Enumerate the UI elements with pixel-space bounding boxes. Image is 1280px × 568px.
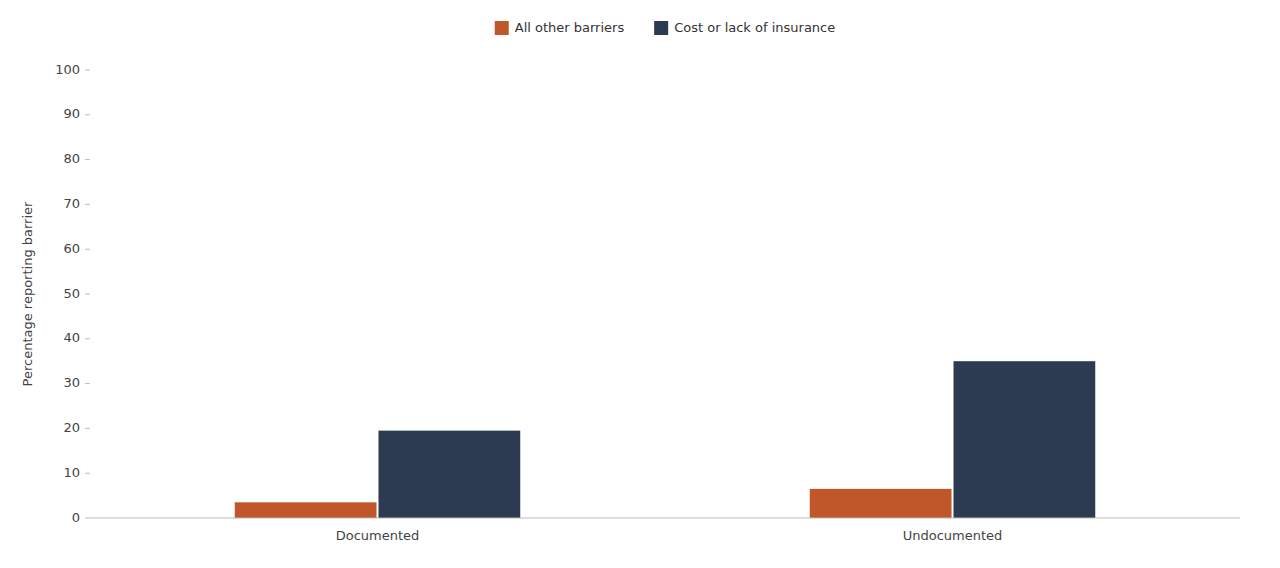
y-tick xyxy=(85,249,90,250)
bar xyxy=(954,361,1096,518)
legend-label: Cost or lack of insurance xyxy=(674,20,835,35)
y-tick xyxy=(85,204,90,205)
y-tick-label: 70 xyxy=(63,196,80,211)
x-tick-label: Undocumented xyxy=(903,528,1003,543)
y-tick xyxy=(85,70,90,71)
y-tick xyxy=(85,114,90,115)
y-tick xyxy=(85,473,90,474)
y-tick-label: 50 xyxy=(63,286,80,301)
legend: All other barriers Cost or lack of insura… xyxy=(495,20,836,36)
legend-swatch xyxy=(654,21,668,35)
y-tick-label: 40 xyxy=(63,330,80,345)
y-tick-label: 0 xyxy=(72,510,80,525)
plot-area: 0 10 20 30 40 50 60 70 80 90 100 Percentage reporti… xyxy=(20,62,1240,544)
bars xyxy=(235,361,1096,518)
y-tick xyxy=(85,383,90,384)
bar xyxy=(810,489,952,518)
bar xyxy=(379,431,521,518)
chart-svg: 0 10 20 30 40 50 60 70 80 90 100 Percentage reporti… xyxy=(0,0,1280,568)
x-tick-label: Documented xyxy=(336,528,420,543)
y-axis-label: Percentage reporting barrier xyxy=(20,201,35,386)
y-tick xyxy=(85,518,90,519)
y-tick-label: 100 xyxy=(55,62,80,77)
y-tick-label: 20 xyxy=(63,420,80,435)
legend-swatch xyxy=(495,21,509,35)
y-tick xyxy=(85,428,90,429)
y-tick xyxy=(85,294,90,295)
y-tick-label: 80 xyxy=(63,151,80,166)
bar xyxy=(235,502,377,518)
y-tick-label: 90 xyxy=(63,106,80,121)
y-tick-label: 60 xyxy=(63,241,80,256)
legend-item: Cost or lack of insurance xyxy=(654,20,835,36)
y-tick-label: 30 xyxy=(63,375,80,390)
legend-label: All other barriers xyxy=(515,20,625,35)
x-axis-line xyxy=(90,518,1240,519)
chart-container: 0 10 20 30 40 50 60 70 80 90 100 Percentage reporti… xyxy=(0,0,1280,568)
y-tick xyxy=(85,338,90,339)
legend-item: All other barriers xyxy=(495,20,625,36)
y-tick-label: 10 xyxy=(63,465,80,480)
y-tick xyxy=(85,159,90,160)
